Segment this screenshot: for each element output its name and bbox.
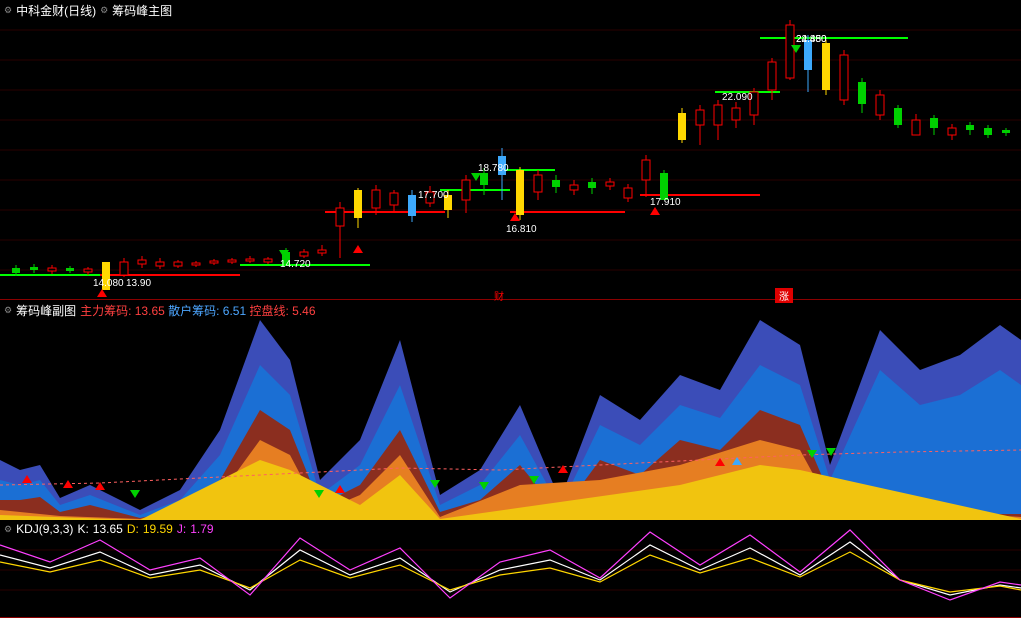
chip-title: ⚙ 筹码峰副图 主力筹码: 13.65 散户筹码: 6.51 控盘线: 5.46 (4, 302, 316, 319)
signal-arrow-icon (335, 485, 345, 493)
chip-panel[interactable]: ⚙ 筹码峰副图 主力筹码: 13.65 散户筹码: 6.51 控盘线: 5.46 (0, 300, 1021, 520)
candle-panel[interactable]: ⚙ 中科金财(日线) ⚙ 筹码峰主图 14.08013.90 14.720 17.7… (0, 0, 1021, 300)
gear-icon[interactable]: ⚙ (4, 5, 12, 16)
marker-tag: 涨 (775, 288, 793, 303)
d-label: D: (127, 522, 139, 536)
candle-svg (0, 0, 1021, 300)
signal-arrow-icon (63, 480, 73, 488)
signal-arrow-icon (471, 173, 481, 181)
k-val: 13.65 (93, 522, 123, 536)
signal-arrow-icon (510, 213, 520, 221)
signal-arrow-icon (558, 465, 568, 473)
price-label: 16.810 (506, 224, 537, 235)
signal-arrow-icon (732, 457, 742, 465)
signal-arrow-icon (715, 458, 725, 466)
signal-arrow-icon (529, 476, 539, 484)
k-label: K: (77, 522, 88, 536)
signal-arrow-icon (807, 450, 817, 458)
price-label: 14.080 (93, 278, 124, 289)
legend-label: 控盘线: 5.46 (246, 304, 315, 318)
signal-arrow-icon (314, 490, 324, 498)
price-label: 13.90 (126, 278, 151, 289)
stock-name: 中科金财(日线) (16, 2, 96, 19)
chip-name: 筹码峰副图 (16, 302, 76, 319)
candle-title: ⚙ 中科金财(日线) ⚙ 筹码峰主图 (4, 2, 172, 19)
signal-arrow-icon (791, 45, 801, 53)
signal-arrow-icon (353, 245, 363, 253)
gear-icon-2[interactable]: ⚙ (100, 5, 108, 16)
signal-arrow-icon (130, 490, 140, 498)
price-label: 17.700 (418, 190, 449, 201)
signal-arrow-icon (430, 480, 440, 488)
price-label: 22.090 (722, 92, 753, 103)
price-label: 24.850 (796, 34, 827, 45)
signal-arrow-icon (279, 250, 289, 258)
d-val: 19.59 (143, 522, 173, 536)
kdj-name: KDJ(9,3,3) (16, 522, 73, 536)
gear-icon-4[interactable]: ⚙ (4, 524, 12, 535)
signal-arrow-icon (22, 475, 32, 483)
chip-svg (0, 300, 1021, 520)
price-label: 14.720 (280, 259, 311, 270)
kdj-title: ⚙ KDJ(9,3,3) K: 13.65 D: 19.59 J: 1.79 (4, 522, 214, 536)
signal-arrow-icon (826, 448, 836, 456)
signal-arrow-icon (479, 482, 489, 490)
signal-arrow-icon (650, 207, 660, 215)
legend-label: 主力筹码: 13.65 (80, 304, 165, 318)
signal-arrow-icon (97, 289, 107, 297)
signal-arrow-icon (95, 482, 105, 490)
price-label: 18.780 (478, 163, 509, 174)
legend-label: 散户筹码: 6.51 (165, 304, 246, 318)
gear-icon-3[interactable]: ⚙ (4, 305, 12, 316)
kdj-panel[interactable]: ⚙ KDJ(9,3,3) K: 13.65 D: 19.59 J: 1.79 (0, 520, 1021, 618)
marker-tag: 财 (490, 288, 508, 303)
indicator-name: 筹码峰主图 (112, 2, 172, 19)
j-label: J: (177, 522, 186, 536)
j-val: 1.79 (190, 522, 213, 536)
